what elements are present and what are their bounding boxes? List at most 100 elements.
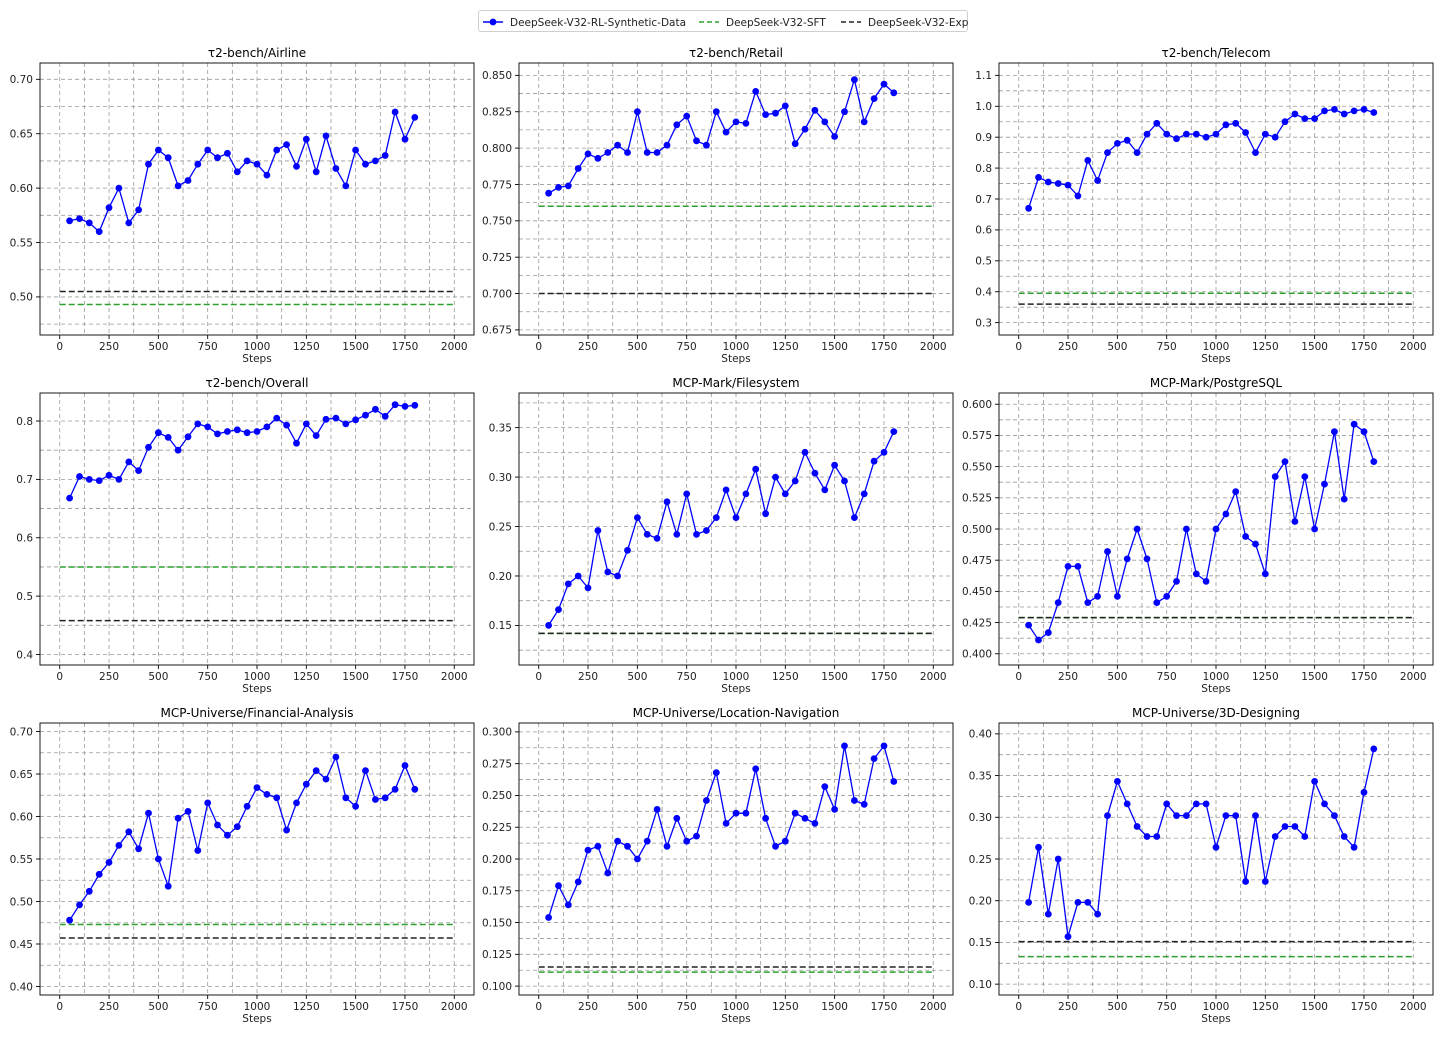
data-point [860, 118, 868, 126]
data-point [1104, 548, 1111, 555]
data-point [1242, 878, 1249, 885]
data-point [791, 477, 799, 485]
x-tick-label: 1000 [244, 1001, 271, 1013]
y-tick-label: 0.65 [10, 769, 33, 781]
data-point [860, 800, 868, 808]
y-tick-label: 0.425 [962, 617, 992, 629]
data-point [1133, 149, 1141, 157]
subplot-title: MCP-Mark/Filesystem [672, 376, 799, 390]
y-tick-label: 0.550 [962, 461, 992, 473]
data-point [1153, 599, 1161, 606]
y-tick-label: 0.4 [16, 649, 33, 661]
data-point [302, 135, 310, 143]
x-tick-label: 1250 [772, 1001, 799, 1013]
y-tick-label: 0.25 [489, 521, 512, 533]
x-tick-label: 1000 [723, 1001, 750, 1013]
y-tick-label: 0.15 [969, 937, 992, 949]
data-point [594, 842, 602, 850]
x-tick-label: 1250 [772, 671, 799, 683]
data-point [95, 870, 103, 878]
data-point [401, 762, 409, 769]
data-point [332, 753, 340, 761]
data-point [115, 184, 123, 192]
x-tick-label: 0 [535, 1001, 542, 1013]
data-point [1173, 578, 1180, 585]
data-point [1222, 121, 1230, 129]
subplot-title: MCP-Universe/3D-Designing [1132, 706, 1300, 720]
data-point [332, 165, 340, 172]
y-tick-label: 0.100 [482, 981, 512, 993]
x-tick-label: 2000 [1400, 341, 1427, 353]
x-axis-label: Steps [1201, 683, 1230, 695]
y-tick-label: 0.35 [969, 770, 992, 782]
series-line-rl [547, 744, 895, 918]
data-point [851, 514, 858, 521]
data-point [1114, 778, 1121, 785]
data-point [703, 797, 710, 804]
data-point [214, 821, 221, 829]
y-tick-label: 0.15 [489, 620, 512, 632]
data-point [1340, 833, 1348, 840]
x-tick-label: 250 [578, 671, 598, 683]
data-point [860, 490, 868, 498]
y-tick-label: 0.125 [482, 949, 512, 961]
data-point [614, 837, 621, 845]
data-point [155, 146, 162, 154]
y-tick-label: 0.70 [10, 726, 33, 738]
data-point [1064, 563, 1072, 570]
data-point [791, 809, 799, 817]
data-point [781, 837, 789, 845]
subplot-title: MCP-Universe/Financial-Analysis [161, 706, 354, 720]
data-point [890, 778, 898, 785]
y-tick-label: 1.1 [975, 70, 992, 82]
subplot-9: 0 250 500 750 1000 1250 1500 1750 2000 0.10 0.15 0.… [969, 706, 1434, 1025]
data-point [634, 514, 641, 521]
x-tick-label: 500 [1107, 341, 1127, 353]
data-point [801, 448, 809, 456]
y-tick-label: 0.4 [975, 287, 992, 299]
x-axis-label: Steps [242, 683, 271, 695]
data-point [1123, 555, 1131, 563]
x-tick-label: 1500 [821, 1001, 848, 1013]
x-tick-label: 1750 [1351, 671, 1378, 683]
y-tick-label: 0.20 [969, 896, 992, 908]
data-point [76, 215, 83, 223]
data-point [1123, 800, 1131, 808]
y-tick-label: 0.450 [962, 586, 992, 598]
x-tick-label: 250 [578, 1001, 598, 1013]
data-point [1321, 107, 1328, 115]
y-tick-label: 0.775 [482, 179, 512, 191]
data-point [1370, 458, 1378, 465]
data-point [703, 527, 710, 534]
data-point [1212, 130, 1220, 138]
data-point [663, 498, 671, 506]
y-tick-label: 0.525 [962, 493, 992, 505]
x-axis-label: Steps [721, 353, 750, 365]
data-point [722, 486, 730, 494]
data-point [145, 443, 152, 451]
x-tick-label: 2000 [920, 341, 947, 353]
data-point [742, 809, 750, 817]
y-tick-label: 0.35 [489, 422, 512, 434]
data-point [1350, 843, 1358, 851]
series-line-rl [69, 403, 415, 499]
data-point [263, 791, 271, 798]
data-point [634, 855, 641, 863]
data-point [564, 580, 572, 588]
x-axis-label: Steps [242, 1013, 271, 1025]
data-point [204, 146, 212, 154]
data-point [312, 767, 320, 774]
x-tick-label: 500 [148, 341, 168, 353]
data-point [752, 88, 760, 95]
data-point [1183, 525, 1190, 533]
data-point [372, 405, 379, 413]
data-point [1281, 458, 1289, 465]
data-point [1232, 812, 1240, 819]
x-tick-label: 0 [535, 341, 542, 353]
data-point [214, 154, 221, 162]
data-point [1252, 540, 1259, 548]
y-tick-label: 0.475 [962, 555, 992, 567]
legend: DeepSeek-V32-RL-Synthetic-Data DeepSeek-… [478, 10, 969, 32]
data-point [302, 420, 310, 428]
